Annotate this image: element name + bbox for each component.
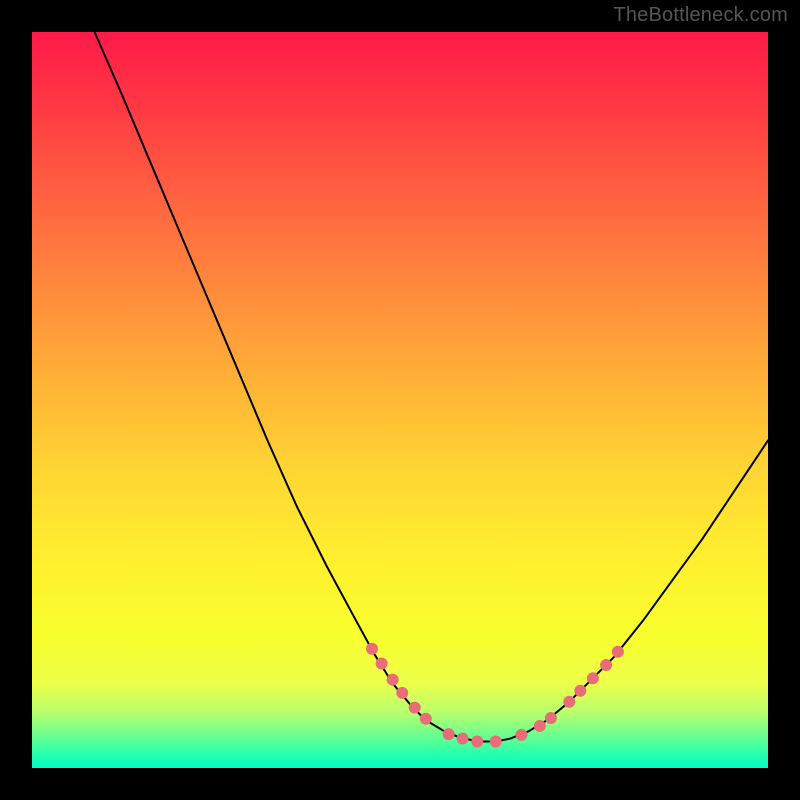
marker-point [564,696,575,707]
marker-point [420,713,431,724]
marker-point [376,658,387,669]
marker-point [472,736,483,747]
marker-point [490,736,501,747]
marker-point [545,712,556,723]
marker-point [457,733,468,744]
marker-point [587,673,598,684]
marker-point [397,687,408,698]
marker-point [575,685,586,696]
watermark-text: TheBottleneck.com [613,4,788,27]
marker-point [367,643,378,654]
chart-root: TheBottleneck.com [0,0,800,800]
marker-point [516,729,527,740]
marker-point [409,702,420,713]
marker-point [534,721,545,732]
chart-svg [0,0,800,800]
marker-point [612,646,623,657]
marker-point [443,729,454,740]
marker-point [387,674,398,685]
marker-point [601,659,612,670]
